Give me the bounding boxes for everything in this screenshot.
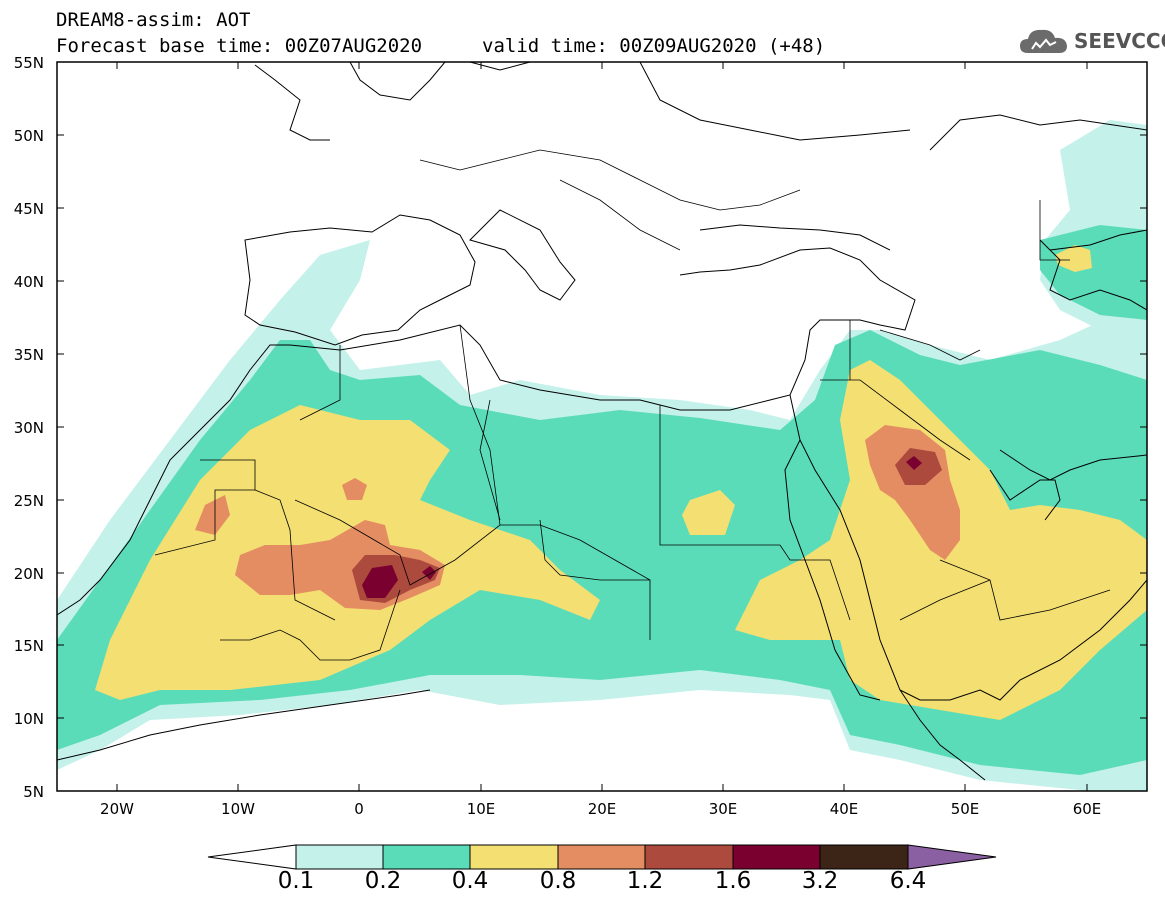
colorbar-swatch-1.6 — [732, 844, 821, 870]
lat-label: 20N — [13, 565, 44, 583]
colorbar-label: 6.4 — [889, 868, 927, 894]
lon-label: 20E — [587, 800, 617, 818]
cloud-icon — [1020, 29, 1067, 53]
colorbar-low-arrow — [207, 844, 297, 870]
map-title: DREAM8-assim: AOT — [56, 9, 251, 31]
lat-label: 15N — [13, 637, 44, 655]
lon-ticks — [116, 62, 1088, 791]
aot-area-1.6-niger-2 — [422, 566, 436, 580]
aot-area-0.4-libya — [682, 490, 735, 535]
lon-label: 60E — [1072, 800, 1102, 818]
colorbar-label: 3.2 — [801, 868, 839, 894]
aot-area-1.6-iraq — [906, 456, 922, 470]
lat-label: 5N — [23, 783, 44, 801]
colorbar-label: 0.4 — [451, 868, 489, 894]
colorbar-swatch-0.4 — [469, 844, 559, 870]
lat-ticks — [57, 61, 1147, 719]
lon-label: 0 — [354, 800, 364, 818]
lat-label: 55N — [13, 54, 44, 72]
colorbar-swatch-3.2 — [819, 844, 909, 870]
lat-label: 30N — [13, 419, 44, 437]
logo-text: SEEVCCC — [1074, 29, 1165, 53]
colorbar-swatch-0.2 — [382, 844, 471, 870]
colorbar-swatch-0.1 — [295, 844, 384, 870]
lon-label: 30E — [708, 800, 738, 818]
forecast-base-time: Forecast base time: 00Z07AUG2020 — [56, 35, 423, 57]
colorbar-label: 0.8 — [539, 868, 577, 894]
lon-label: 10W — [221, 800, 255, 818]
borders — [154, 149, 1111, 661]
aot-area-1.6-niger — [362, 565, 398, 598]
lat-label: 35N — [13, 346, 44, 364]
lon-label: 20W — [100, 800, 134, 818]
lon-label: 40E — [829, 800, 859, 818]
coastlines — [57, 62, 1147, 781]
valid-time: valid time: 00Z09AUG2020 (+48) — [482, 35, 826, 57]
aot-area-0.8-mauritania — [342, 478, 367, 500]
lat-label: 40N — [13, 273, 44, 291]
lat-label: 50N — [13, 127, 44, 145]
lat-label: 25N — [13, 492, 44, 510]
colorbar — [207, 844, 997, 870]
aot-area-1.2-iraq — [895, 448, 942, 485]
colorbar-high-arrow — [907, 844, 997, 870]
colorbar-swatch-0.8 — [557, 844, 646, 870]
colorbar-label: 0.1 — [277, 868, 315, 894]
colorbar-swatch-1.2 — [644, 844, 734, 870]
lon-label: 10E — [466, 800, 496, 818]
colorbar-label: 0.2 — [364, 868, 402, 894]
aot-area-0.4-caspian — [1055, 245, 1092, 272]
lat-label: 45N — [13, 200, 44, 218]
lat-label: 10N — [13, 710, 44, 728]
seevccc-logo: SEEVCCC — [1018, 23, 1165, 59]
lon-label: 50E — [950, 800, 980, 818]
colorbar-label: 1.2 — [626, 868, 664, 894]
colorbar-label: 1.6 — [714, 868, 752, 894]
aot-area-0.8-w — [195, 495, 230, 535]
